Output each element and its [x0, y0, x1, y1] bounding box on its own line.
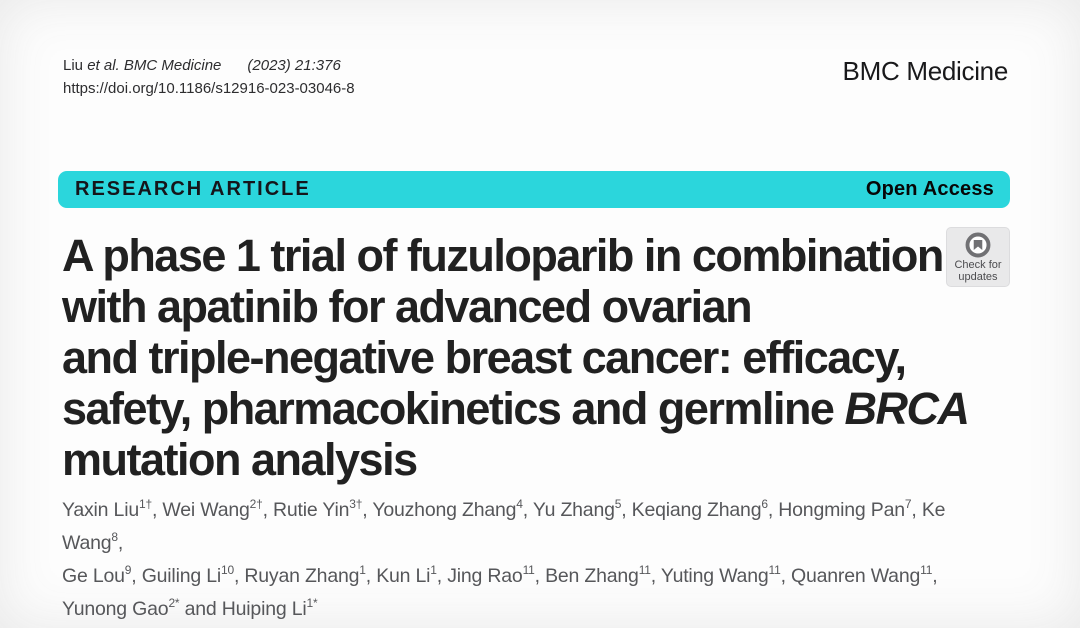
crossmark-circle-icon — [965, 232, 991, 258]
author-affiliation-sup: 11 — [920, 562, 933, 577]
author-name: Youzhong Zhang4 — [372, 496, 523, 522]
title-line: safety, pharmacokinetics and germline BR… — [62, 383, 970, 434]
author-name: Yunong Gao2* — [62, 595, 180, 621]
author-affiliation-sup: 8 — [111, 529, 118, 544]
author-affiliation-sup: 4 — [516, 496, 523, 511]
title-line: A phase 1 trial of fuzuloparib in combin… — [62, 230, 944, 281]
author-name: Kun Li1 — [376, 562, 437, 588]
author-affiliation-sup: 1 — [430, 562, 437, 577]
journal-name: BMC Medicine — [842, 56, 1009, 86]
author-affiliation-sup: 1* — [306, 595, 318, 610]
author-affiliation-sup: 3† — [349, 496, 363, 511]
open-access-label: Open Access — [865, 178, 994, 200]
author-affiliation-sup: 1† — [138, 496, 152, 511]
author-name: Yuting Wang11 — [660, 562, 781, 588]
check-badge-line2: updates — [958, 271, 998, 283]
title-line: with apatinib for advanced ovarian — [62, 281, 753, 332]
article-title: A phase 1 trial of fuzuloparib in combin… — [62, 230, 970, 485]
author-name: Yaxin Liu1† — [62, 496, 152, 522]
author-affiliation-sup: 6 — [761, 496, 768, 511]
article-type-banner: RESEARCH ARTICLE Open Access — [58, 171, 1010, 208]
author-name: Keqiang Zhang6 — [631, 496, 768, 522]
author-affiliation-sup: 10 — [220, 562, 234, 577]
author-affiliation-sup: 5 — [614, 496, 622, 511]
author-affiliation-sup: 1 — [359, 562, 366, 577]
citation-issue: (2023) 21:376 — [247, 57, 341, 74]
author-affiliation-sup: 2† — [249, 496, 263, 511]
citation-line: Liu et al. BMC Medicine (2023) 21:376 — [63, 54, 355, 77]
author-name: Ben Zhang11 — [545, 562, 651, 588]
author-affiliation-sup: 11 — [522, 562, 535, 577]
doi-line: https://doi.org/10.1186/s12916-023-03046… — [63, 77, 355, 100]
author-affiliation-sup: 9 — [124, 562, 132, 577]
author-name: Guiling Li10 — [141, 562, 234, 588]
title-line: and triple-negative breast cancer: effic… — [62, 332, 907, 383]
article-type-label: RESEARCH ARTICLE — [75, 178, 311, 200]
author-name: Ke Wang8 — [62, 499, 946, 554]
title-italic-gene: BRCA — [844, 383, 970, 434]
check-badge-line1: Check for — [954, 259, 1002, 271]
author-affiliation-sup: 11 — [638, 562, 651, 577]
check-badge-label: Check for updates — [954, 259, 1001, 283]
author-name: Ruyan Zhang1 — [244, 562, 366, 588]
author-name: Huiping Li1* — [221, 595, 318, 621]
author-name: Jing Rao11 — [447, 562, 535, 588]
author-name: Wei Wang2† — [162, 496, 263, 522]
author-name: Ge Lou9 — [62, 562, 132, 588]
doi-link[interactable]: https://doi.org/10.1186/s12916-023-03046… — [63, 80, 355, 97]
author-name: Yu Zhang5 — [532, 496, 622, 522]
citation-block: Liu et al. BMC Medicine (2023) 21:376 htt… — [63, 54, 355, 100]
title-line: mutation analysis — [62, 434, 418, 485]
citation-authors: Liu — [63, 57, 88, 74]
citation-source: et al. BMC Medicine — [87, 57, 222, 74]
author-list: Yaxin Liu1†, Wei Wang2†, Rutie Yin3†, Yo… — [62, 496, 946, 621]
author-name: Quanren Wang11 — [791, 562, 933, 588]
author-affiliation-sup: 7 — [904, 496, 912, 511]
author-affiliation-sup: 11 — [768, 562, 781, 577]
author-affiliation-sup: 2* — [168, 595, 180, 610]
author-name: Hongming Pan7 — [778, 496, 912, 522]
author-name: Rutie Yin3† — [273, 496, 363, 522]
check-for-updates-badge[interactable]: Check for updates — [946, 227, 1010, 287]
